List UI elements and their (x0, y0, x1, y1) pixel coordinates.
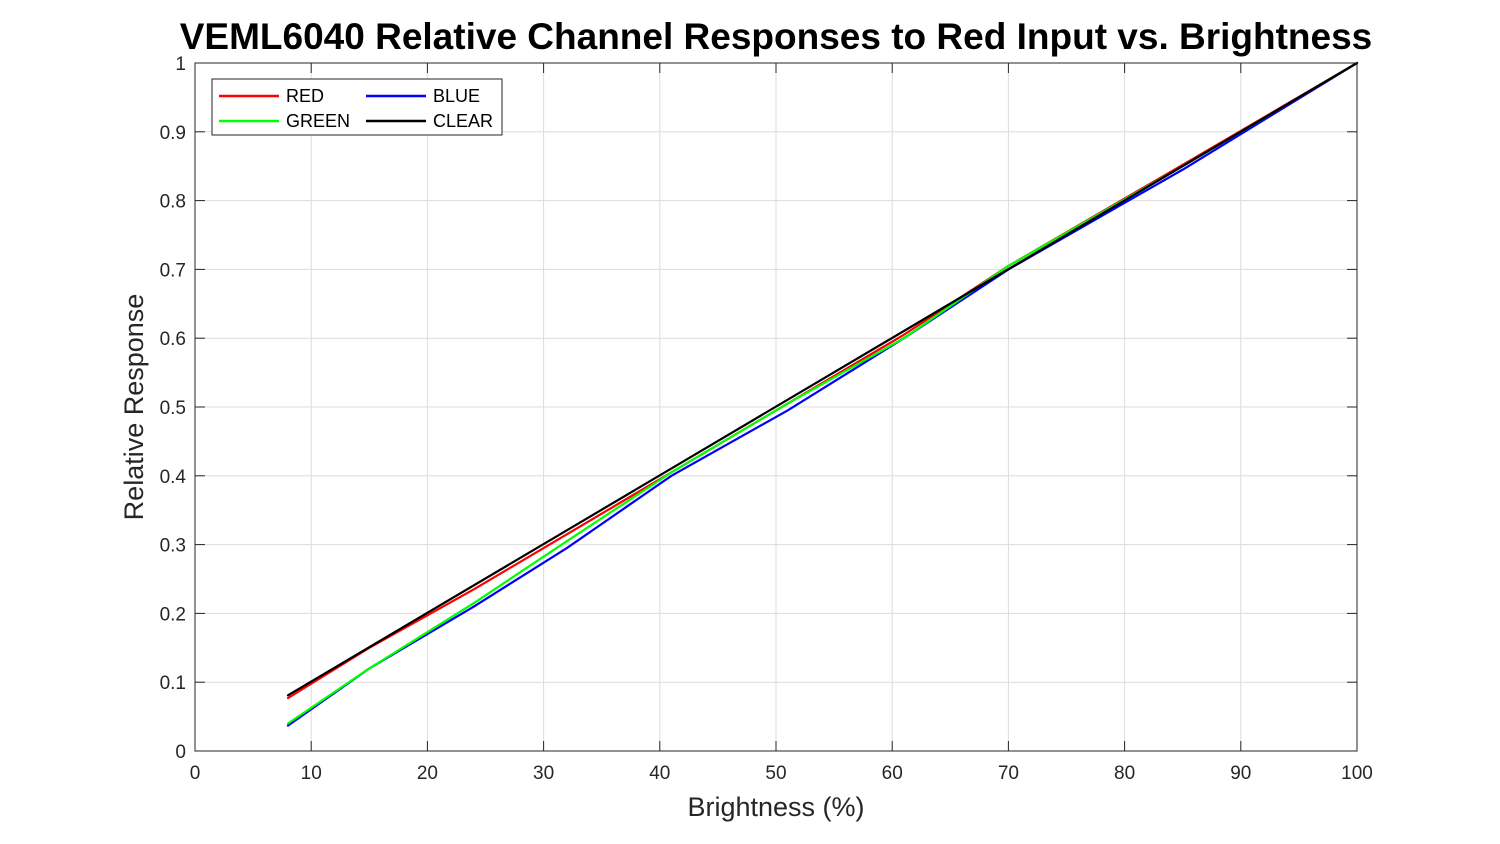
y-tick-label: 0.4 (160, 467, 187, 488)
legend-label-blue: BLUE (433, 86, 480, 106)
x-tick-label: 60 (882, 763, 903, 784)
x-axis-label: Brightness (%) (687, 792, 864, 822)
x-tick-label: 10 (301, 763, 322, 784)
x-tick-label: 20 (417, 763, 438, 784)
x-tick-label: 90 (1230, 763, 1251, 784)
x-tick-label: 80 (1114, 763, 1135, 784)
y-tick-label: 0.6 (160, 329, 186, 350)
y-axis-label: Relative Response (119, 294, 149, 521)
x-tick-label: 40 (649, 763, 670, 784)
y-tick-label: 0.3 (160, 536, 186, 557)
y-tick-label: 0.7 (160, 260, 186, 281)
series-line-clear (286, 61, 1359, 697)
series-lines (286, 61, 1359, 727)
y-tick-label: 0 (175, 742, 186, 763)
x-tick-label: 0 (190, 763, 201, 784)
x-tick-labels: 0 10 20 30 40 50 60 70 80 90 100 (190, 763, 1373, 784)
x-tick-label: 100 (1341, 763, 1373, 784)
y-tick-label: 0.9 (160, 123, 186, 144)
chart-title: VEML6040 Relative Channel Responses to R… (180, 16, 1373, 57)
legend-label-clear: CLEAR (433, 111, 493, 131)
y-tick-label: 0.1 (160, 673, 186, 694)
y-tick-label: 0.8 (160, 192, 186, 213)
legend-label-red: RED (286, 86, 324, 106)
y-tick-label: 1 (175, 54, 186, 75)
x-tick-label: 70 (998, 763, 1019, 784)
x-tick-label: 30 (533, 763, 554, 784)
x-tick-label: 50 (765, 763, 786, 784)
axis-ticks (194, 62, 1358, 752)
y-tick-label: 0.2 (160, 604, 186, 625)
y-tick-label: 0.5 (160, 398, 186, 419)
legend-label-green: GREEN (286, 111, 350, 131)
legend: RED BLUE GREEN CLEAR (211, 78, 503, 136)
legend-box (211, 78, 503, 136)
series-line-blue (286, 61, 1359, 727)
series-line-green (286, 61, 1359, 725)
y-tick-labels: 0 0.1 0.2 0.3 0.4 0.5 0.6 0.7 0.8 0.9 1 (160, 54, 187, 763)
